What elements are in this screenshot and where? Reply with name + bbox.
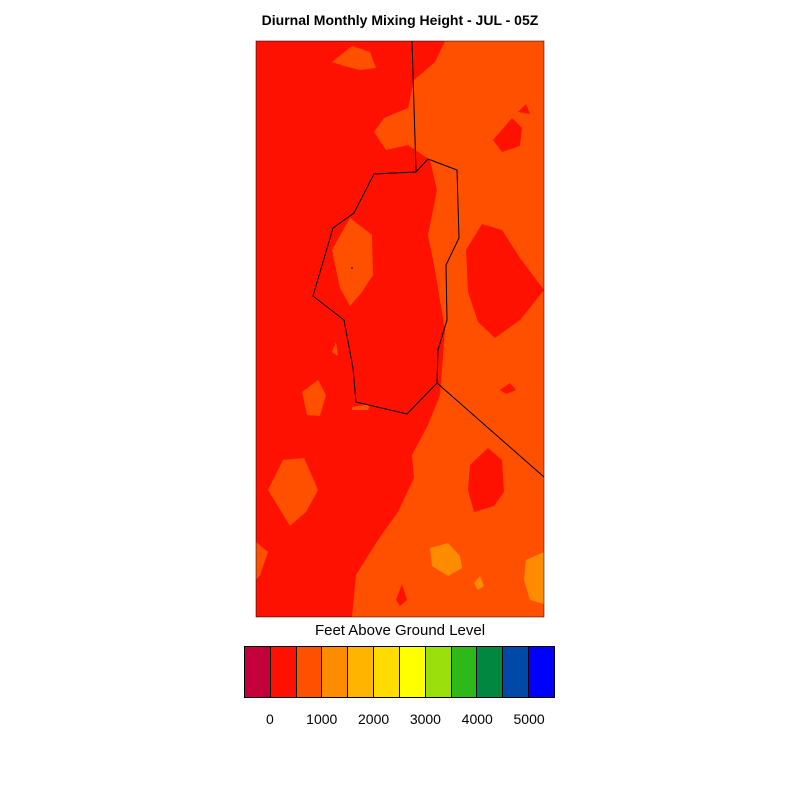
map-frame [255, 40, 545, 618]
contour-patch-high-3 [474, 576, 484, 590]
colorbar-tick-label: 5000 [513, 711, 545, 727]
contour-patch-west-1 [332, 46, 376, 70]
contour-patch-east-4 [500, 383, 516, 394]
colorbar-tick-label: 1000 [306, 711, 338, 727]
contour-patch-east-5 [518, 104, 530, 114]
contour-patch-west-5 [256, 542, 268, 580]
colorbar-swatch-0 [245, 647, 271, 697]
colorbar-swatch-8 [451, 647, 478, 697]
colorbar-swatch-1 [270, 647, 297, 697]
contour-patch-west-6 [332, 342, 338, 356]
colorbar-swatch-11 [529, 647, 554, 697]
boundary-polygon [312, 158, 460, 415]
contour-patch-east-6 [396, 584, 407, 606]
colorbar-tick-label: 2000 [358, 711, 390, 727]
boundary-line-southeast [436, 382, 544, 478]
contour-patch-high-1 [430, 543, 462, 576]
colorbar-swatch-5 [374, 647, 400, 697]
colorbar-swatch-2 [296, 647, 323, 697]
colorbar-swatch-10 [503, 647, 530, 697]
colorbar-tick-labels: 0 1000 2000 3000 4000 5000 [0, 711, 800, 731]
colorbar [244, 646, 555, 698]
contour-patch-west-4 [268, 458, 318, 526]
boundary-line-north [411, 41, 417, 173]
colorbar-tick-label: 0 [266, 711, 274, 727]
contour-patch-east-2 [468, 448, 504, 512]
colorbar-swatch-7 [425, 647, 452, 697]
contour-patch-high-2 [524, 552, 544, 604]
colorbar-swatch-4 [348, 647, 375, 697]
contour-patch-west-7 [352, 404, 370, 410]
colorbar-tick-label: 4000 [461, 711, 493, 727]
contour-patch-west-2 [332, 218, 373, 306]
colorbar-title: Feet Above Ground Level [314, 622, 486, 639]
small-marker [351, 267, 353, 269]
colorbar-swatch-6 [399, 647, 426, 697]
contour-patch-east-3 [493, 118, 522, 152]
colorbar-swatch-3 [322, 647, 349, 697]
contour-patch-east-1 [466, 224, 544, 338]
colorbar-tick-label: 3000 [409, 711, 441, 727]
map-title: Diurnal Monthly Mixing Height - JUL - 05… [261, 12, 539, 28]
contour-patch-west-3 [302, 380, 326, 416]
colorbar-swatch-9 [477, 647, 504, 697]
